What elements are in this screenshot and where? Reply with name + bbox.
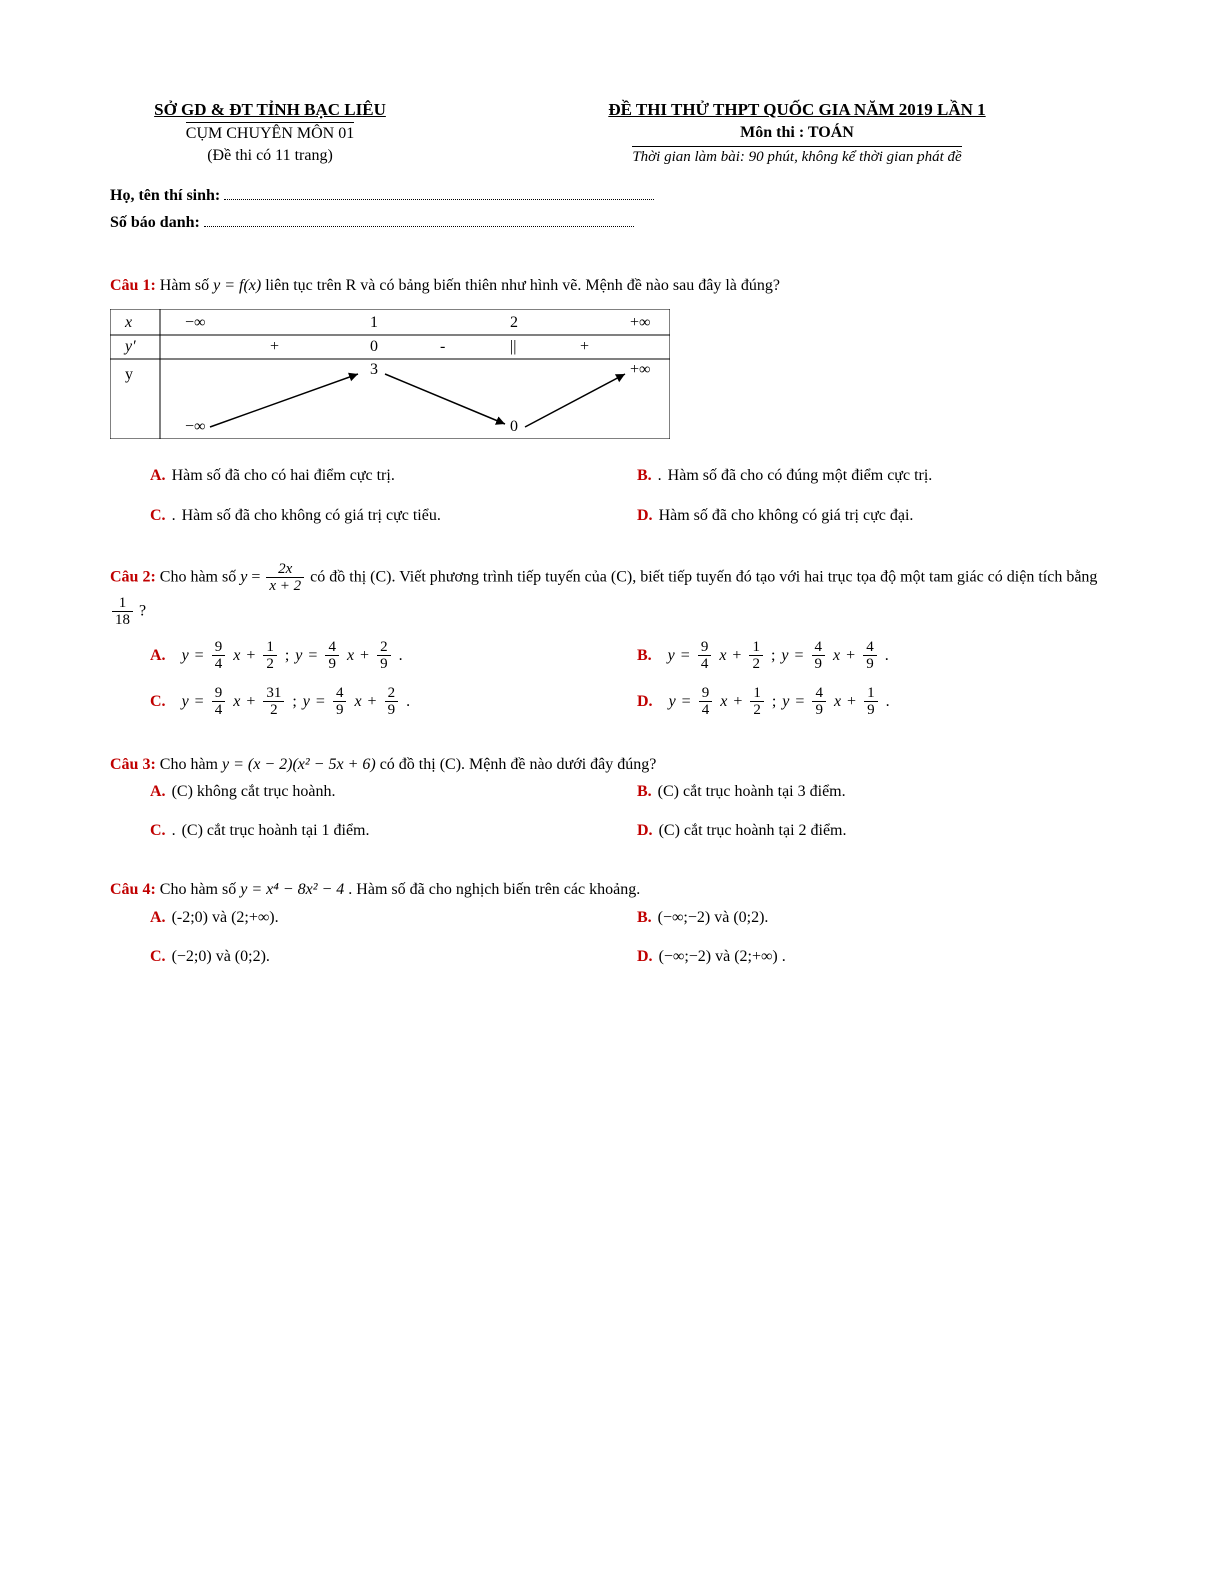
q2-area-frac: 1 18	[112, 595, 133, 629]
q2-num: Câu 2:	[110, 568, 156, 585]
svg-text:+∞: +∞	[630, 361, 650, 378]
q1-options: A. Hàm số đã cho có hai điểm cực trị. B.…	[150, 462, 1124, 540]
question-3: Câu 3: Cho hàm y = (x − 2)(x² − 5x + 6) …	[110, 751, 1124, 857]
svg-text:y: y	[125, 366, 133, 383]
variation-table: x −∞ 1 2 +∞ y′ + 0 - || + y 3 +∞ −∞ 0	[110, 309, 1124, 448]
exam-page: SỞ GD & ĐT TỈNH BẠC LIÊU CỤM CHUYÊN MÔN …	[0, 0, 1224, 1042]
q2-stem: Câu 2: Cho hàm số y = 2x x + 2 có đồ thị…	[110, 561, 1124, 629]
svg-text:x: x	[124, 314, 132, 331]
name-label: Họ, tên thí sinh:	[110, 187, 220, 205]
svg-text:||: ||	[510, 338, 516, 355]
department: SỞ GD & ĐT TỈNH BẠC LIÊU	[110, 100, 430, 120]
q1-opt-d[interactable]: D. Hàm số đã cho không có giá trị cực đạ…	[637, 502, 1124, 529]
name-field[interactable]	[224, 184, 654, 200]
q3-options: A. (C) không cắt trục hoành. B. (C) cắt …	[150, 778, 1124, 856]
q2-frac: 2x x + 2	[266, 561, 304, 595]
q2-opt-d[interactable]: D. y = 94x + 12; y = 49x + 19.	[637, 685, 1124, 719]
question-1: Câu 1: Hàm số y = f(x) liên tục trên R v…	[110, 272, 1124, 541]
time-note: Thời gian làm bài: 90 phút, không kể thờ…	[632, 146, 961, 166]
header-right: ĐỀ THI THỬ THPT QUỐC GIA NĂM 2019 LẦN 1 …	[470, 100, 1124, 166]
name-line: Họ, tên thí sinh:	[110, 184, 1124, 205]
q1-opt-c[interactable]: C.. Hàm số đã cho không có giá trị cực t…	[150, 502, 637, 529]
svg-text:2: 2	[510, 314, 518, 331]
subject: Môn thi : TOÁN	[470, 124, 1124, 142]
question-2: Câu 2: Cho hàm số y = 2x x + 2 có đồ thị…	[110, 561, 1124, 731]
header: SỞ GD & ĐT TỈNH BẠC LIÊU CỤM CHUYÊN MÔN …	[110, 100, 1124, 166]
svg-text:−∞: −∞	[185, 418, 205, 435]
q4-num: Câu 4:	[110, 881, 156, 898]
q4-opt-c[interactable]: C. (−2;0) và (0;2).	[150, 943, 637, 970]
svg-text:−∞: −∞	[185, 314, 205, 331]
q4-stem: Câu 4: Cho hàm số y = x⁴ − 8x² − 4 . Hàm…	[110, 876, 1124, 903]
student-info: Họ, tên thí sinh: Số báo danh:	[110, 184, 1124, 232]
q4-options: A. (-2;0) và (2;+∞). B. (−∞;−2) và (0;2)…	[150, 904, 1124, 982]
svg-text:3: 3	[370, 361, 378, 378]
q3-expr: y = (x − 2)(x² − 5x + 6)	[222, 756, 376, 773]
svg-text:0: 0	[370, 338, 378, 355]
q2-opt-a[interactable]: A. y = 94x + 12; y = 49x + 29.	[150, 639, 637, 673]
q1-opt-a[interactable]: A. Hàm số đã cho có hai điểm cực trị.	[150, 462, 637, 489]
svg-text:-: -	[440, 338, 445, 355]
svg-text:0: 0	[510, 418, 518, 435]
pages-note: (Đề thi có 11 trang)	[110, 147, 430, 165]
exam-title: ĐỀ THI THỬ THPT QUỐC GIA NĂM 2019 LẦN 1	[470, 100, 1124, 120]
q4-opt-b[interactable]: B. (−∞;−2) và (0;2).	[637, 904, 1124, 931]
svg-text:+: +	[580, 338, 589, 355]
svg-text:+: +	[270, 338, 279, 355]
q3-opt-d[interactable]: D. (C) cắt trục hoành tại 2 điểm.	[637, 817, 1124, 844]
variation-svg: x −∞ 1 2 +∞ y′ + 0 - || + y 3 +∞ −∞ 0	[110, 309, 670, 439]
q3-num: Câu 3:	[110, 756, 156, 773]
q3-opt-c[interactable]: C.. (C) cắt trục hoành tại 1 điểm.	[150, 817, 637, 844]
svg-text:y′: y′	[123, 338, 136, 355]
q2-options: A. y = 94x + 12; y = 49x + 29. B. y = 94…	[150, 639, 1124, 731]
q3-stem: Câu 3: Cho hàm y = (x − 2)(x² − 5x + 6) …	[110, 751, 1124, 778]
q3-opt-b[interactable]: B. (C) cắt trục hoành tại 3 điểm.	[637, 778, 1124, 805]
cluster: CỤM CHUYÊN MÔN 01	[186, 122, 354, 143]
id-line: Số báo danh:	[110, 211, 1124, 232]
question-4: Câu 4: Cho hàm số y = x⁴ − 8x² − 4 . Hàm…	[110, 876, 1124, 982]
q2-opt-c[interactable]: C. y = 94x + 312; y = 49x + 29.	[150, 685, 637, 719]
q1-stem: Câu 1: Hàm số y = f(x) liên tục trên R v…	[110, 272, 1124, 299]
q1-num: Câu 1:	[110, 277, 156, 294]
q1-func: y = f(x)	[213, 277, 261, 294]
header-left: SỞ GD & ĐT TỈNH BẠC LIÊU CỤM CHUYÊN MÔN …	[110, 100, 430, 166]
q4-opt-a[interactable]: A. (-2;0) và (2;+∞).	[150, 904, 637, 931]
id-field[interactable]	[204, 211, 634, 227]
q3-opt-a[interactable]: A. (C) không cắt trục hoành.	[150, 778, 637, 805]
id-label: Số báo danh:	[110, 214, 200, 232]
q2-opt-b[interactable]: B. y = 94x + 12; y = 49x + 49.	[637, 639, 1124, 673]
q4-expr: y = x⁴ − 8x² − 4	[240, 881, 344, 898]
q1-opt-b[interactable]: B.. Hàm số đã cho có đúng một điểm cực t…	[637, 462, 1124, 489]
svg-text:1: 1	[370, 314, 378, 331]
svg-text:+∞: +∞	[630, 314, 650, 331]
q4-opt-d[interactable]: D. (−∞;−2) và (2;+∞) .	[637, 943, 1124, 970]
